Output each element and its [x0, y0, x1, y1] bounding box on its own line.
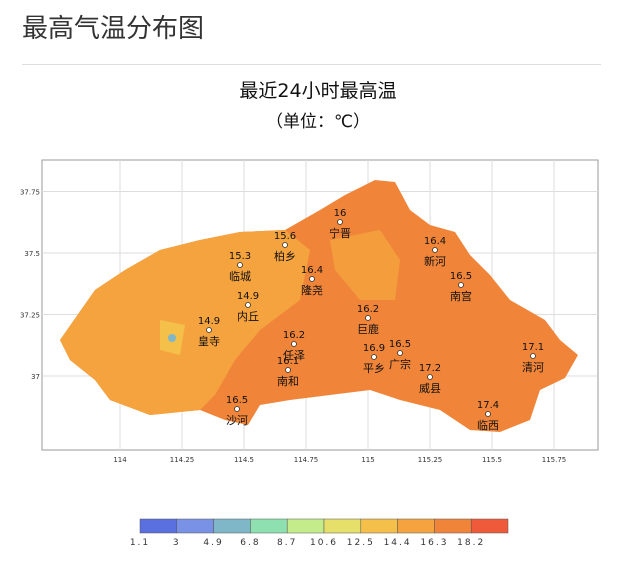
station-name: 南和 [277, 375, 299, 388]
legend-label: 18.2 [457, 538, 485, 548]
station-name: 皇寺 [198, 334, 220, 348]
map-title: 最近24小时最高温 [239, 80, 396, 102]
station-name: 柏乡 [274, 249, 296, 263]
page-title: 最高气温分布图 [22, 14, 205, 44]
y-tick-label: 37.5 [24, 250, 40, 258]
legend-swatch [286, 518, 325, 534]
x-tick-label: 114 [113, 456, 127, 464]
station-dot [485, 411, 491, 417]
station-name: 平乡 [363, 362, 385, 375]
station-value: 15.6 [274, 231, 296, 242]
station-dot [291, 341, 297, 347]
x-tick-label: 115.75 [542, 456, 567, 464]
region-patch [60, 230, 310, 415]
station-name: 巨鹿 [357, 322, 379, 336]
station-dot [282, 242, 288, 248]
legend-label: 12.5 [347, 538, 375, 548]
station-dot [530, 353, 536, 359]
station-value: 16.5 [226, 395, 248, 406]
station-dot [432, 247, 438, 253]
legend-label: 4.9 [203, 538, 223, 548]
legend-swatch [360, 518, 398, 534]
legend-label: 8.7 [277, 538, 297, 548]
station-name: 沙河 [226, 414, 248, 427]
x-tick-label: 114.25 [170, 456, 195, 464]
station-name: 隆尧 [301, 283, 323, 297]
station-name: 新河 [424, 254, 446, 268]
x-tick-label: 115.25 [418, 456, 443, 464]
station-value: 17.4 [477, 400, 499, 411]
station-value: 16.2 [357, 304, 379, 315]
legend-label: 10.6 [310, 538, 338, 548]
legend-label: 1.1 [130, 538, 150, 548]
station-dot [206, 327, 212, 333]
station-value: 14.9 [237, 291, 259, 302]
legend-swatch [434, 518, 472, 534]
legend-label: 14.4 [384, 538, 412, 548]
x-tick-label: 115 [361, 456, 374, 464]
station-dot [237, 262, 243, 268]
station-name: 临西 [477, 418, 499, 432]
station-name: 威县 [419, 382, 441, 395]
station-name: 南宫 [450, 289, 472, 303]
station-value: 15.3 [229, 251, 251, 262]
y-tick-label: 37 [31, 373, 40, 381]
station-dot [371, 354, 377, 360]
station-name: 广宗 [389, 357, 411, 371]
station-dot [458, 282, 464, 288]
station-dot [285, 367, 291, 373]
station-value: 16.5 [389, 339, 411, 350]
legend-label: 6.8 [240, 538, 260, 548]
x-tick-label: 115.5 [482, 456, 502, 464]
legend-swatch [139, 518, 178, 534]
region-patch [330, 230, 400, 300]
station-name: 宁晋 [329, 226, 351, 240]
station-value: 17.1 [522, 342, 544, 353]
legend-swatch [176, 518, 214, 534]
y-tick-label: 37.75 [20, 189, 40, 197]
station-dot [397, 350, 403, 356]
legend-swatch [213, 518, 251, 534]
station-dot [309, 276, 315, 282]
station-value: 16.4 [301, 265, 323, 276]
divider [22, 64, 601, 65]
legend-swatch [323, 518, 362, 534]
station-value: 16.2 [283, 330, 305, 341]
legend-swatch [397, 518, 435, 534]
station-value: 17.2 [419, 363, 441, 374]
station-dot [234, 406, 240, 412]
station-name: 内丘 [237, 309, 259, 323]
region-patch [168, 334, 176, 342]
station-name: 清河 [522, 361, 544, 374]
y-tick-label: 37.25 [20, 312, 40, 320]
station-name: 任泽 [283, 349, 305, 362]
station-dot [245, 302, 251, 308]
station-value: 16 [334, 208, 347, 219]
station-value: 16.9 [363, 343, 385, 354]
x-tick-label: 114.75 [294, 456, 319, 464]
station-dot [337, 219, 343, 225]
legend-swatch [470, 518, 509, 534]
station-value: 16.5 [450, 271, 472, 282]
legend-label: 16.3 [420, 538, 448, 548]
station-value: 14.9 [198, 316, 220, 327]
legend-label: 3 [173, 538, 181, 548]
station-dot [365, 315, 371, 321]
station-dot [427, 374, 433, 380]
station-value: 16.4 [424, 236, 446, 247]
station-name: 临城 [229, 269, 251, 283]
map-subtitle: （单位：℃） [266, 112, 370, 132]
station-value: 16.1 [277, 356, 299, 367]
legend-swatch [250, 518, 288, 534]
x-tick-label: 114.5 [234, 456, 254, 464]
